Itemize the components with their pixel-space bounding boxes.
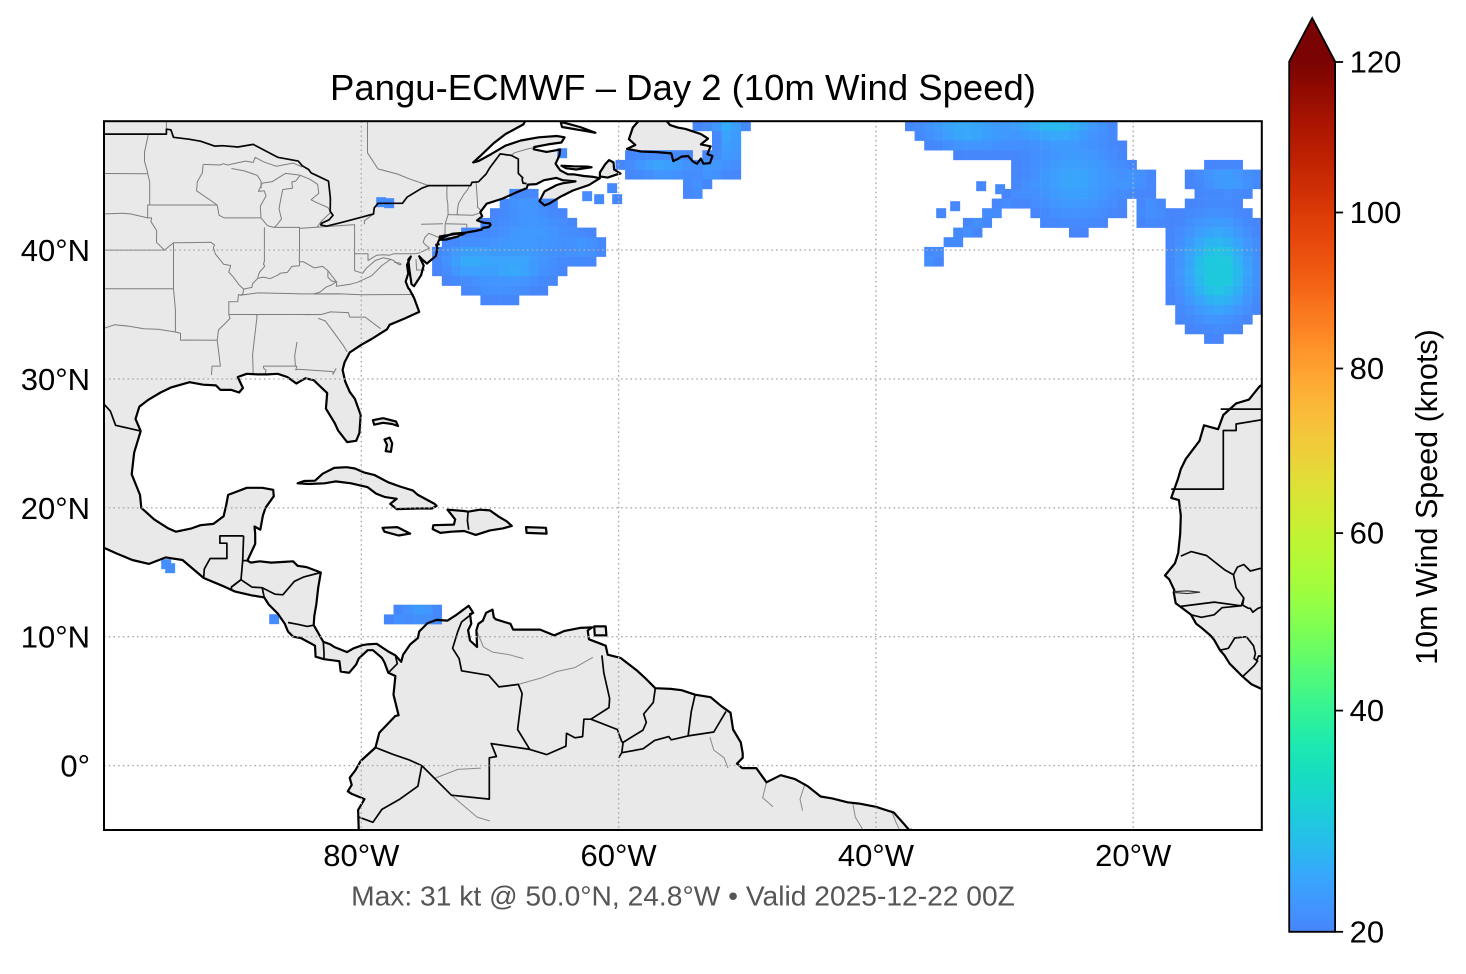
svg-text:40: 40: [1350, 693, 1384, 728]
svg-text:Max: 31 kt @ 50.0°N, 24.8°W •: Max: 31 kt @ 50.0°N, 24.8°W • Valid 2025…: [351, 880, 1015, 912]
svg-text:80°W: 80°W: [323, 838, 400, 873]
svg-text:0°: 0°: [60, 749, 90, 784]
svg-text:20°N: 20°N: [21, 491, 90, 526]
svg-text:20: 20: [1350, 914, 1384, 949]
svg-text:Pangu-ECMWF – Day 2 (10m Wind: Pangu-ECMWF – Day 2 (10m Wind Speed): [330, 67, 1036, 108]
svg-text:60°W: 60°W: [581, 838, 658, 873]
svg-text:120: 120: [1350, 45, 1402, 80]
svg-text:30°N: 30°N: [21, 362, 90, 397]
svg-text:80: 80: [1350, 351, 1384, 386]
svg-text:20°W: 20°W: [1095, 838, 1172, 873]
svg-text:40°N: 40°N: [21, 233, 90, 268]
svg-text:100: 100: [1350, 195, 1402, 230]
svg-text:10°N: 10°N: [21, 620, 90, 655]
svg-text:10m Wind Speed (knots): 10m Wind Speed (knots): [1410, 329, 1444, 665]
svg-text:60: 60: [1350, 516, 1384, 551]
svg-text:40°W: 40°W: [838, 838, 915, 873]
